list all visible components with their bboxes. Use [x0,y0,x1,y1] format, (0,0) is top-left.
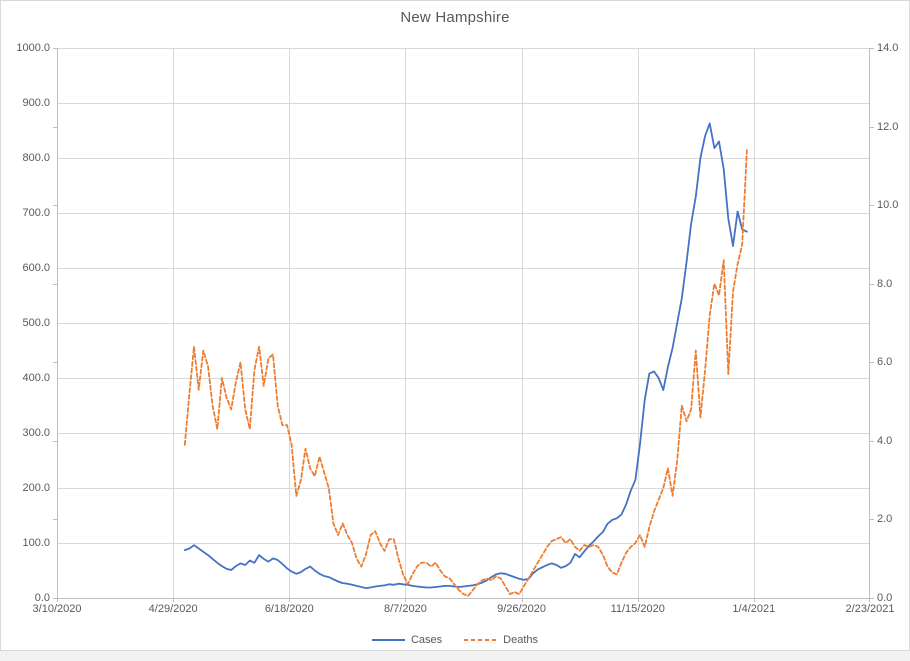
y-right-tick-label: 4.0 [877,434,893,447]
plot-area [53,48,874,602]
y-right-tick-label: 14.0 [877,42,899,54]
legend-item-deaths: Deaths [464,634,538,646]
spreadsheet-background-strip [0,651,910,661]
y-left-tick-label: 400.0 [22,372,50,384]
y-right-tick-label: 10.0 [877,199,899,212]
x-tick-label: 6/18/2020 [264,603,314,615]
legend-item-cases: Cases [371,634,443,646]
y-left-tick-label: 900.0 [22,97,50,109]
y-left-tick-label: 200.0 [22,482,50,494]
y-right-tick-label: 8.0 [877,277,893,290]
x-tick-label: 9/26/2020 [497,603,547,615]
x-tick-label: 11/15/2020 [610,603,665,615]
x-tick-label: 1/4/2021 [732,603,776,615]
y-right-tick-label: 0.0 [877,592,893,604]
cases-line-sample [371,639,405,641]
cases-series-line [183,122,748,589]
y-right-tick-label: 2.0 [877,513,893,526]
chart-title: New Hampshire [400,9,510,26]
x-tick-label: 2/23/2021 [845,603,895,615]
y-left-tick-label: 300.0 [22,427,50,439]
x-tick-label: 3/10/2020 [32,603,82,615]
y-left-tick-label: 0.0 [34,592,50,604]
y-right-tick-label: 6.0 [877,356,893,369]
y-left-tick-label: 1000.0 [16,42,50,54]
deaths-series-line [183,149,748,597]
y-left-tick-label: 100.0 [22,537,50,549]
legend-label-deaths: Deaths [503,634,539,646]
x-tick-label: 8/7/2020 [384,603,427,615]
y-left-tick-label: 700.0 [22,207,50,219]
legend: Cases Deaths [0,634,910,646]
y-left-tick-label: 600.0 [22,262,50,274]
x-tick-label: 4/29/2020 [148,603,198,615]
y-left-tick-label: 800.0 [22,152,50,164]
y-left-tick-label: 500.0 [22,317,50,329]
deaths-line-sample [464,639,498,641]
y-right-tick-label: 12.0 [877,120,899,133]
legend-label-cases: Cases [410,634,443,646]
